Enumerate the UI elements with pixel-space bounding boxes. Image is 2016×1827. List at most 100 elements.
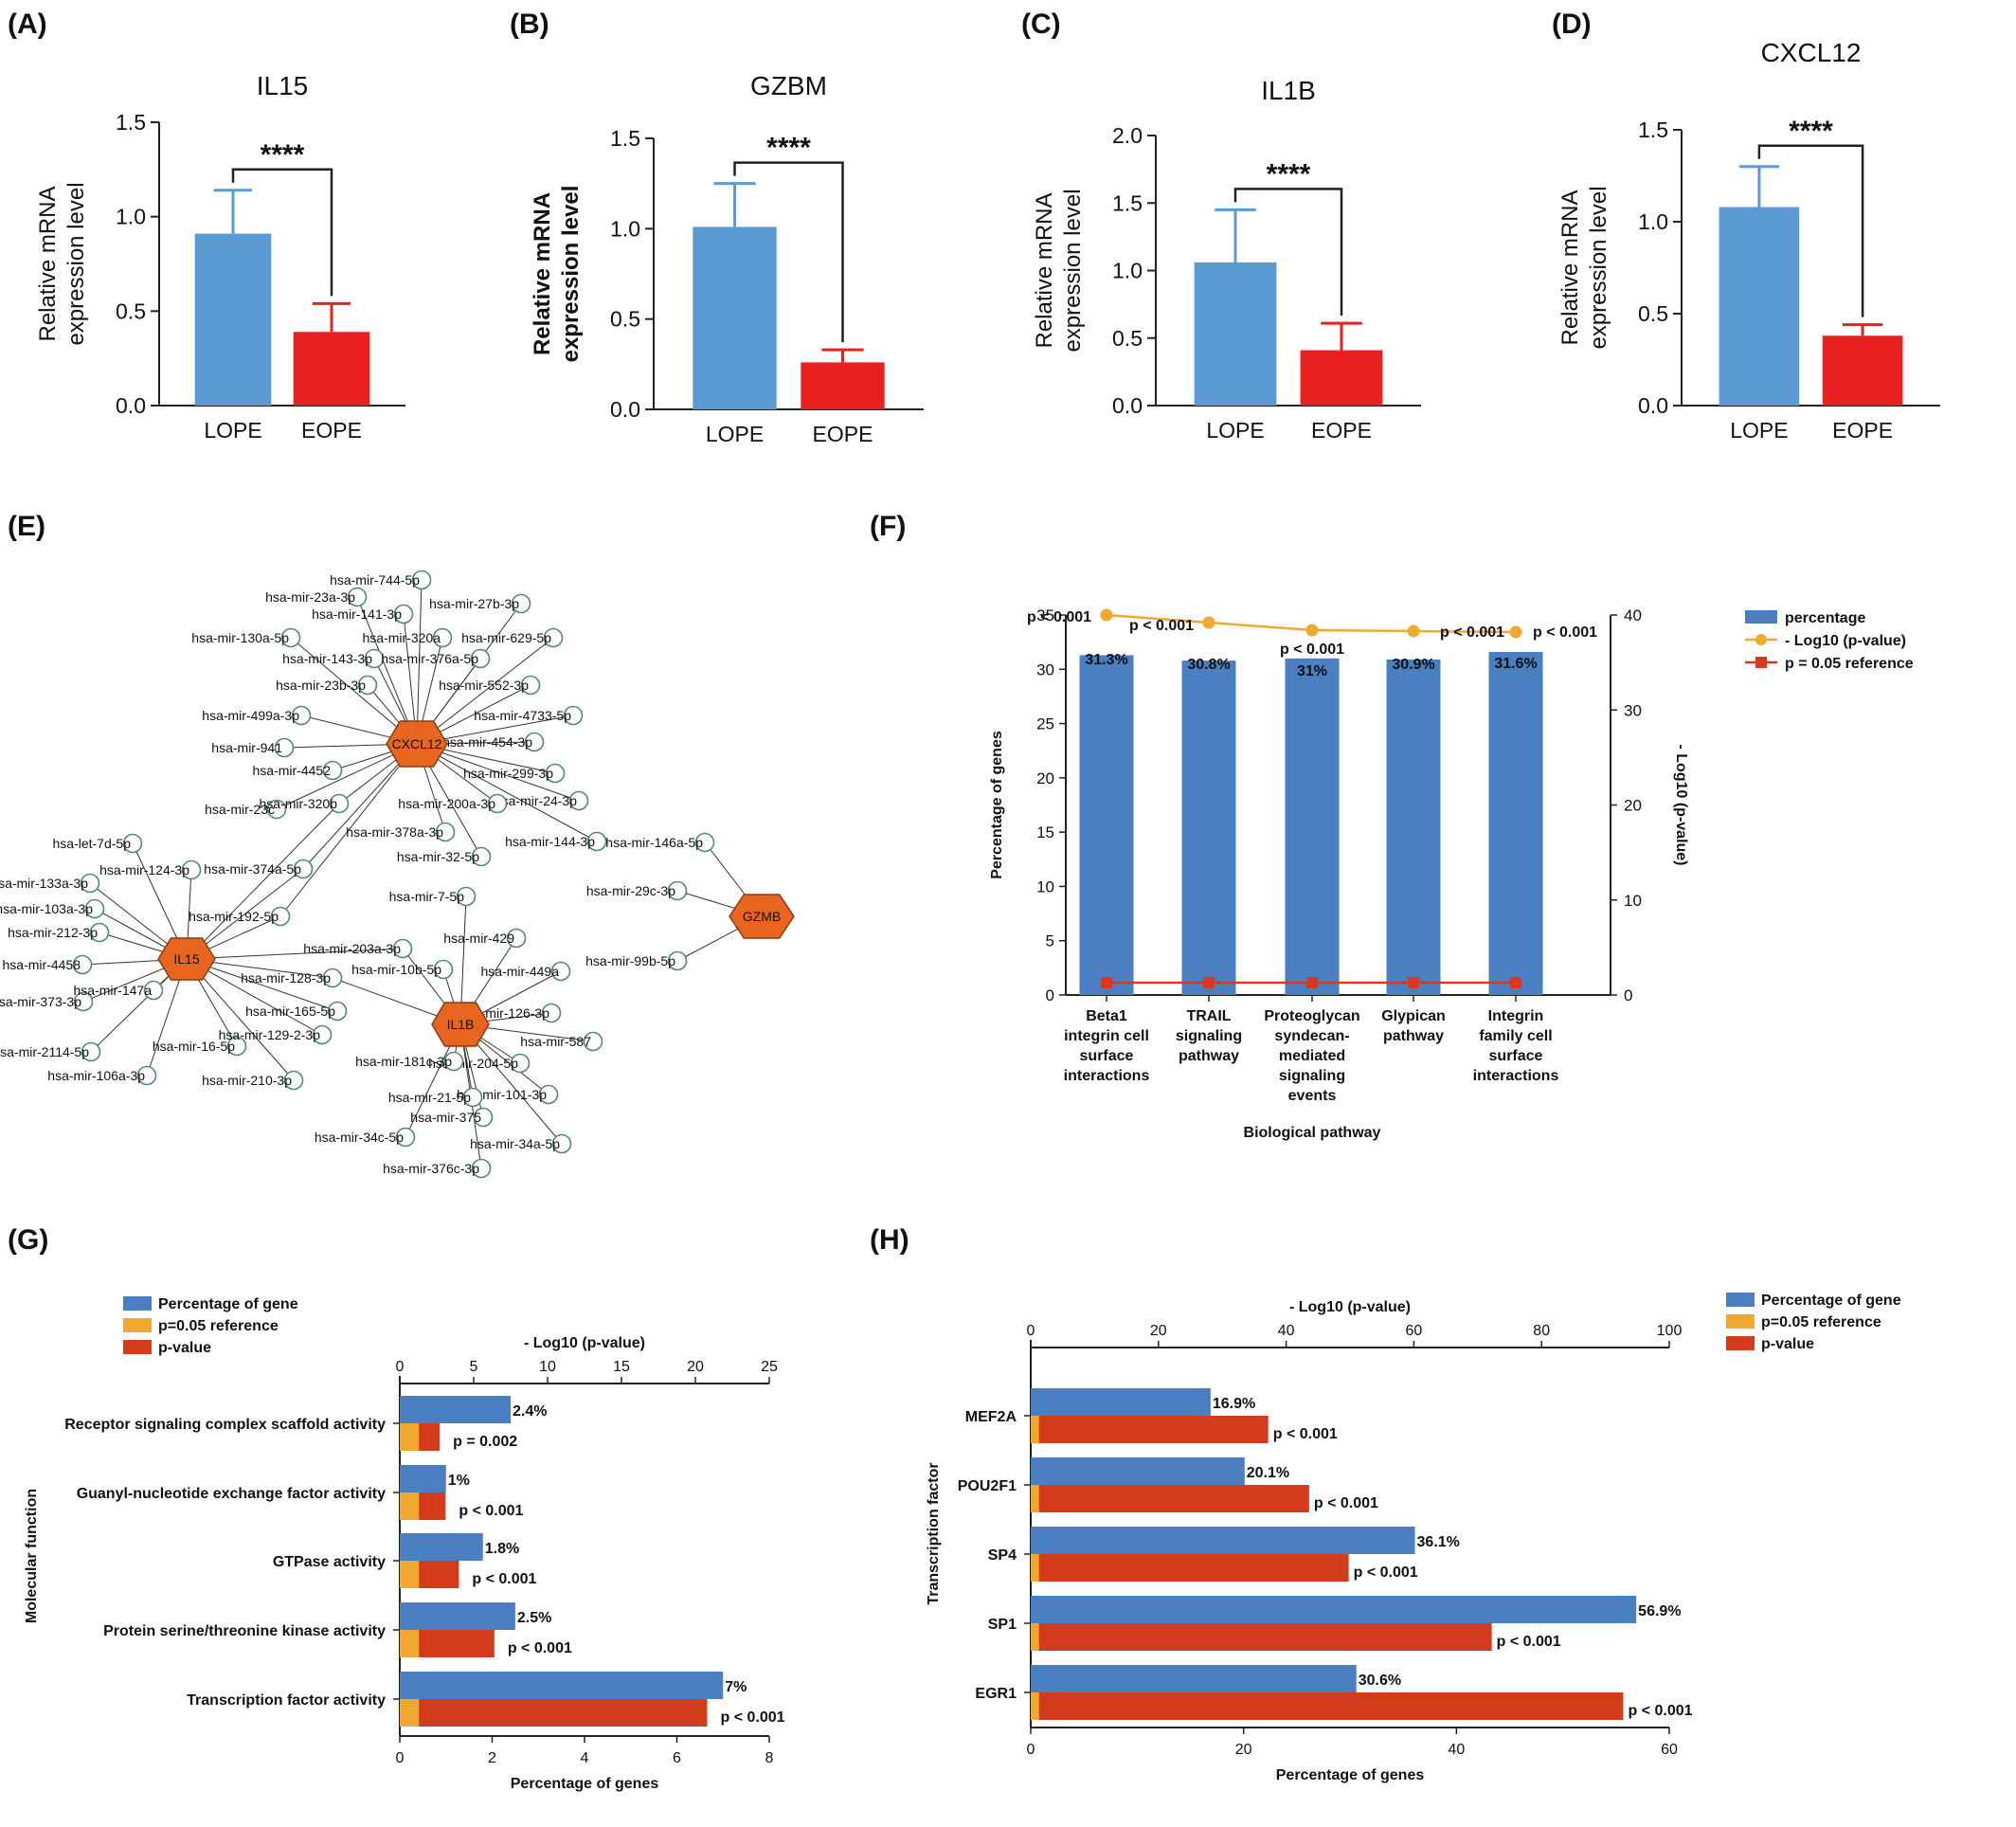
x-tick-label: Beta1 bbox=[1086, 1008, 1127, 1024]
y-tick-label: 2.0 bbox=[1112, 123, 1143, 148]
p-value-label: p < 0.001 bbox=[472, 1571, 536, 1587]
mirna-node: hsa-mir-4733-5p bbox=[474, 705, 584, 726]
mirna-node: hsa-mir-34c-5p bbox=[315, 1127, 416, 1148]
y-tick-label: 0.0 bbox=[610, 397, 640, 422]
y-label-line: Relative mRNA bbox=[1557, 190, 1583, 345]
mirna-circle bbox=[694, 832, 715, 853]
mirna-node: hsa-mir-2114-5p bbox=[0, 1041, 101, 1062]
bar bbox=[1488, 651, 1543, 995]
y2-tick-label: 0 bbox=[1624, 986, 1632, 1004]
p-value-bar bbox=[1031, 1416, 1269, 1443]
legend-swatch bbox=[1726, 1336, 1755, 1350]
mirna-circle bbox=[84, 898, 105, 919]
x-tick-label: EOPE bbox=[813, 422, 873, 446]
x-tick-label: TRAIL bbox=[1186, 1008, 1231, 1024]
network-edge bbox=[302, 743, 418, 870]
y-tick-label: 0 bbox=[1046, 986, 1054, 1004]
mirna-circle bbox=[327, 1001, 348, 1022]
legend-label: p = 0.05 reference bbox=[1785, 656, 1914, 672]
p-value-label: p < 0.001 bbox=[1440, 624, 1504, 641]
p-value-bar bbox=[1031, 1692, 1624, 1720]
mirna-circle bbox=[322, 968, 343, 988]
x-tick-label: interactions bbox=[1473, 1068, 1559, 1084]
y-tick-label: 1.5 bbox=[1112, 190, 1143, 215]
mirna-node: hsa-mir-130a-5p bbox=[191, 627, 301, 648]
panel-label: (C) bbox=[1021, 9, 1061, 40]
legend-swatch bbox=[1726, 1293, 1755, 1307]
mirna-label: hsa-mir-146a-5p bbox=[605, 835, 703, 850]
y-tick-label: 1.5 bbox=[610, 126, 640, 151]
mirna-circle bbox=[543, 627, 564, 648]
y2-tick-label: 30 bbox=[1624, 701, 1642, 719]
significance-bracket bbox=[1757, 144, 1864, 317]
molecular-function-chart: 0 2 4 6 8 0 5 10 15 20 25 - Log10 (p-value) Percenta… bbox=[24, 1296, 785, 1792]
data-label: 2.5% bbox=[517, 1610, 551, 1626]
mirna-node: hsa-mir-32-5p bbox=[397, 846, 492, 867]
mirna-label: hsa-mir-181c-3p bbox=[355, 1054, 452, 1069]
reference-bar bbox=[1031, 1554, 1039, 1582]
x-tick-label: EOPE bbox=[1832, 418, 1893, 443]
mirna-label: hsa-mir-210-3p bbox=[202, 1073, 292, 1088]
bar bbox=[1822, 335, 1903, 406]
data-label: 31% bbox=[1297, 663, 1327, 679]
hub-label: GZMB bbox=[743, 909, 781, 924]
bar bbox=[1079, 655, 1134, 995]
y-label-line: Relative mRNA bbox=[530, 192, 555, 355]
mirna-node: hsa-mir-587 bbox=[520, 1031, 603, 1052]
mirna-node: hsa-mir-141-3p bbox=[312, 604, 414, 624]
reference-bar bbox=[1031, 1485, 1039, 1512]
x-axis-label: Percentage of genes bbox=[511, 1776, 659, 1792]
mirna-label: hsa-mir-429 bbox=[443, 931, 514, 946]
x-tick-label: mediated bbox=[1279, 1048, 1345, 1064]
y-tick-label: 1.0 bbox=[610, 216, 640, 241]
reference-bar bbox=[400, 1423, 420, 1451]
legend-label: p-value bbox=[1761, 1336, 1814, 1352]
mirna-node: hsa-mir-147a bbox=[74, 980, 164, 1001]
mirna-circle bbox=[136, 1065, 157, 1086]
mirna-node: hsa-mir-552-3p bbox=[439, 675, 541, 696]
mirna-circle bbox=[274, 737, 295, 758]
mirna-label: hsa-mir-587 bbox=[520, 1034, 591, 1049]
x2-tick-label: 10 bbox=[539, 1359, 556, 1375]
mirna-node: hsa-mir-320a bbox=[363, 627, 453, 648]
mirna-node: hsa-mir-106a-3p bbox=[47, 1065, 157, 1086]
mirna-label: hsa-mir-320a bbox=[363, 630, 441, 645]
category-label: EGR1 bbox=[975, 1686, 1017, 1702]
percentage-bar bbox=[400, 1396, 511, 1423]
x-tick-label: 8 bbox=[765, 1750, 774, 1766]
x-tick-label: interactions bbox=[1064, 1068, 1150, 1084]
mirna-circle bbox=[270, 906, 291, 927]
y-tick-label: 0.0 bbox=[116, 393, 146, 418]
x-axis-label: Percentage of genes bbox=[1276, 1767, 1425, 1783]
mirna-label: hsa-mir-320b bbox=[260, 796, 338, 811]
y-tick-label: 0.5 bbox=[1638, 301, 1668, 326]
y2-tick-label: 40 bbox=[1624, 606, 1642, 624]
p-value-label: p < 0.001 bbox=[1354, 1565, 1418, 1581]
x-tick-label: 6 bbox=[673, 1750, 681, 1766]
mirna-node: hsa-mir-203a-3p bbox=[303, 938, 413, 959]
chart-title: IL15 bbox=[257, 71, 309, 100]
y-axis-label: Transcription factor bbox=[926, 1462, 942, 1604]
mirna-label: hsa-mir-165-5p bbox=[245, 1004, 335, 1019]
y-axis-label: Relative mRNA expression level bbox=[35, 182, 89, 345]
mirna-node: hsa-mir-376c-3p bbox=[383, 1158, 492, 1179]
mirna-node: hsa-mir-24-3p bbox=[495, 790, 589, 811]
p-value-label: p < 0.001 bbox=[459, 1503, 523, 1519]
data-label: 30.9% bbox=[1392, 657, 1434, 673]
p-value-label: p < 0.001 bbox=[1273, 1426, 1338, 1442]
category-label: SP4 bbox=[988, 1547, 1017, 1564]
x-tick-label: family cell bbox=[1479, 1028, 1552, 1044]
mirna-label: hsa-mir-141-3p bbox=[312, 606, 402, 622]
x-tick-label: LOPE bbox=[204, 418, 261, 443]
x-tick-label: signaling bbox=[1176, 1028, 1242, 1044]
panel-label: (E) bbox=[8, 511, 45, 542]
y-tick-label: 1.5 bbox=[116, 110, 146, 135]
legend-swatch bbox=[123, 1318, 152, 1332]
mirna-label: hsa-mir-103a-3p bbox=[0, 901, 93, 916]
y-axis-label: Relative mRNA expression level bbox=[1557, 186, 1611, 349]
legend-label: p-value bbox=[158, 1340, 211, 1356]
mirna-circle bbox=[181, 859, 202, 880]
mirna-label: hsa-mir-744-5p bbox=[330, 572, 420, 588]
significance-bracket bbox=[231, 168, 333, 297]
mirna-node: hsa-mir-21-5p bbox=[388, 1087, 483, 1108]
